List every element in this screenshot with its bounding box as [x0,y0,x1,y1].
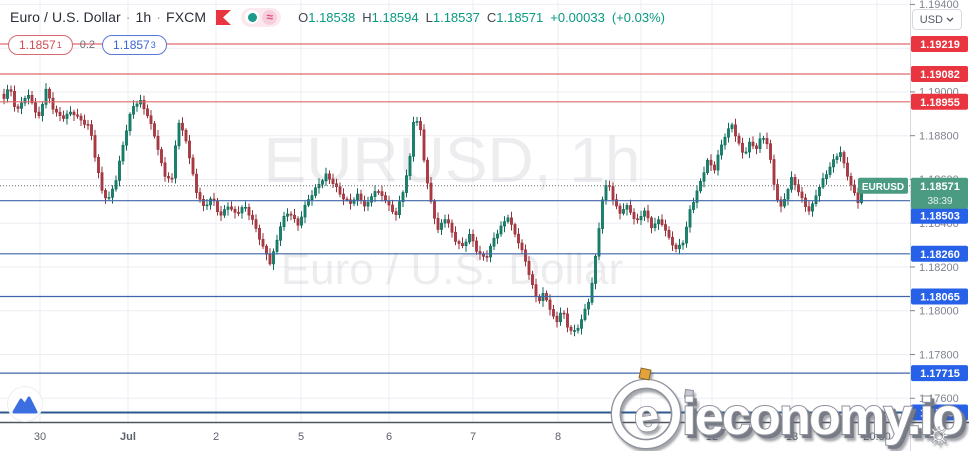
level-badge-1.18260 [911,245,968,262]
svg-text:5: 5 [298,431,304,443]
svg-text:Euro / U.S. Dollar: Euro / U.S. Dollar [281,245,623,294]
high-value: 1.18594 [371,9,419,25]
svg-text:1.18800: 1.18800 [919,131,959,143]
symbol-title[interactable]: Euro / U.S. Dollar · 1h · FXCM [10,9,206,25]
gridlines [0,0,910,422]
level-badge-1.17715 [911,365,968,382]
order-price: 1.1857 [113,38,150,52]
chart-snapshot-button[interactable] [7,386,43,422]
delayed-data-icon: ≈ [262,9,278,25]
order-price-label[interactable]: 1.1857 3 [102,35,167,55]
low-value: 1.18537 [432,9,480,25]
price-change-percent: (+0.03%) [611,9,665,25]
svg-text:1.17715: 1.17715 [920,368,960,380]
mountains-icon [12,396,38,414]
time-tick-labels: 30 Jul 2 5 6 7 8 12 13 20:00 [34,431,891,443]
svg-text:1.17535: 1.17535 [920,408,960,420]
level-badge-1.17535 [911,404,968,421]
svg-text:1.19082: 1.19082 [920,69,960,81]
last-price-badge [911,177,968,209]
chart-pane[interactable] [0,0,910,422]
chevron-down-icon [946,17,954,22]
currency-label: USD [919,13,943,26]
currency-dropdown[interactable]: USD [911,9,962,30]
price-badges: 1.19219 1.19082 1.18955 1.18503 1.18260 1.180… [858,36,968,421]
level-badge-1.19082 [911,66,968,82]
svg-text:1.17800: 1.17800 [919,349,959,361]
level-lines [0,43,910,414]
market-status-pill[interactable]: ≈ [241,7,282,27]
svg-text:6: 6 [386,431,392,443]
exchange-label[interactable]: FXCM [166,9,207,25]
position-price: 1.1857 [19,38,56,52]
close-label: C [486,9,497,25]
fxcm-logo-icon [216,9,232,25]
svg-text:20:00: 20:00 [863,431,891,443]
svg-text:12: 12 [706,431,718,443]
level-badge-1.18065 [911,288,968,305]
interval-label[interactable]: 1h [135,9,152,25]
position-quantity: 0.2 [79,39,96,51]
svg-text:30: 30 [34,431,46,443]
position-price-label[interactable]: 1.1857 1 [8,35,73,55]
ticker-badge [858,177,908,194]
svg-text:1.18503: 1.18503 [920,211,960,223]
svg-text:1.18065: 1.18065 [920,292,960,304]
svg-text:1.18571: 1.18571 [920,181,960,193]
level-badge-1.19219 [911,36,968,52]
svg-text:1.18260: 1.18260 [920,249,960,261]
svg-text:1.17600: 1.17600 [919,393,959,405]
status-dot-icon [245,10,260,24]
time-axis[interactable] [0,423,910,451]
level-badge-1.18503 [911,207,968,224]
svg-text:8: 8 [555,431,561,443]
svg-text:2: 2 [213,431,219,443]
symbol-name[interactable]: Euro / U.S. Dollar [10,9,121,25]
svg-text:1.19219: 1.19219 [920,39,960,51]
candles [2,83,863,337]
order-price-frac: 3 [150,40,156,50]
svg-text:7: 7 [470,431,476,443]
separator-dot: · [125,9,131,25]
svg-text:1.18955: 1.18955 [920,97,960,109]
svg-text:1.19400: 1.19400 [919,0,959,11]
open-value: 1.18538 [308,9,356,25]
svg-text:13: 13 [786,431,798,443]
ohlc-values: O1.18538 H1.18594 L1.18537 C1.18571 +0.0… [298,10,665,25]
high-label: H [362,9,372,25]
position-price-frac: 1 [56,40,62,50]
countdown-timer: 38:39 [927,196,952,207]
price-change: +0.00033 [550,9,605,25]
open-label: O [298,9,309,25]
svg-text:1.18000: 1.18000 [919,306,959,318]
svg-text:EURUSD: EURUSD [862,182,904,193]
svg-text:Jul: Jul [120,431,136,443]
close-value: 1.18571 [496,9,544,25]
svg-text:1.18200: 1.18200 [919,262,959,274]
level-badge-1.18955 [911,93,968,110]
separator-dot: · [156,9,162,25]
low-label: L [425,9,433,25]
chart-legend: Euro / U.S. Dollar · 1h · FXCM ≈ O1.1853… [10,6,665,28]
position-widget: 1.1857 1 0.2 1.1857 3 [8,35,167,55]
